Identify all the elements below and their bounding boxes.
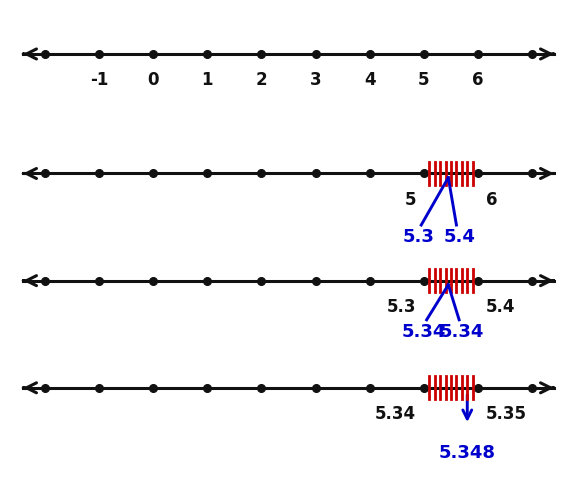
Text: 5.34: 5.34: [374, 405, 416, 423]
Text: 2: 2: [256, 71, 267, 89]
Text: 5.3: 5.3: [387, 298, 416, 316]
Text: 5.34: 5.34: [402, 322, 446, 340]
Text: 6: 6: [486, 191, 498, 209]
Text: 5.348: 5.348: [439, 443, 496, 462]
Text: 5: 5: [418, 71, 430, 89]
Text: 4: 4: [364, 71, 376, 89]
Text: 5.3: 5.3: [403, 227, 434, 245]
Text: 5.35: 5.35: [486, 405, 527, 423]
Text: 3: 3: [310, 71, 321, 89]
Text: 0: 0: [147, 71, 159, 89]
Text: 5.34: 5.34: [440, 322, 484, 340]
Text: 6: 6: [473, 71, 484, 89]
Text: 5.4: 5.4: [486, 298, 516, 316]
Text: 5: 5: [404, 191, 416, 209]
Text: 5.4: 5.4: [443, 227, 475, 245]
Text: 1: 1: [201, 71, 213, 89]
Text: -1: -1: [89, 71, 108, 89]
